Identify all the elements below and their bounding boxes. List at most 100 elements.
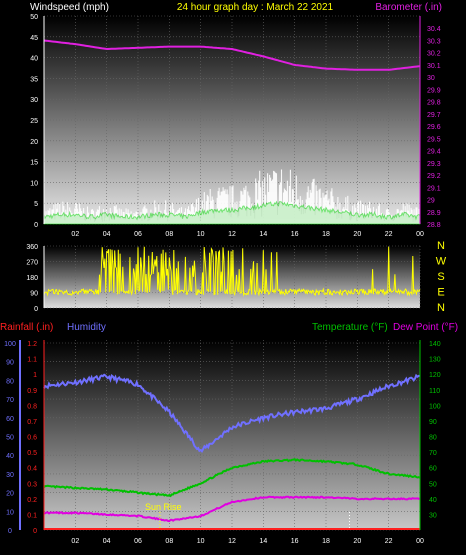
compass-letter: N	[437, 240, 445, 252]
temperature-tick-label: 90	[429, 419, 437, 426]
barometer-tick-label: 29.9	[427, 87, 441, 94]
panel1-x-tick-label: 14	[259, 231, 267, 238]
panel3-x-tick-label: 04	[103, 538, 111, 545]
panel3-x-tick-label: 10	[197, 538, 205, 545]
windspeed-average-area	[43, 200, 421, 225]
panel1-x-tick-label: 04	[103, 231, 111, 238]
rainfall-tick-label: 0.7	[27, 419, 37, 426]
barometer-tick-label: 30.4	[427, 26, 441, 33]
humidity-tick-label: 20	[6, 491, 14, 498]
panel3-x-tick-label: 08	[165, 538, 173, 545]
barometer-tick-label: 29.6	[427, 124, 441, 131]
windspeed-tick-label: 35	[30, 76, 38, 83]
temperature-tick-label: 130	[429, 357, 441, 364]
compass-letter: S	[437, 271, 444, 283]
barometer-label: Barometer (.in)	[375, 2, 442, 13]
humidity-tick-label: 10	[6, 509, 14, 516]
temperature-tick-label: 110	[429, 388, 440, 395]
barometer-tick-label: 28.8	[427, 222, 441, 229]
rainfall-tick-label: 0.6	[27, 435, 37, 442]
direction-tick-label: 270	[26, 260, 38, 267]
panel1-x-tick-label: 20	[353, 231, 361, 238]
compass-letter: W	[436, 256, 447, 268]
panel1-x-tick-label: 22	[385, 231, 393, 238]
temperature-tick-label: 80	[429, 435, 437, 442]
windspeed-tick-label: 45	[30, 35, 38, 42]
humidity-tick-label: 40	[6, 453, 14, 460]
barometer-tick-label: 30	[427, 75, 435, 82]
windspeed-tick-label: 20	[30, 139, 38, 146]
rainfall-tick-label: 0.4	[27, 466, 37, 473]
panel1-x-tick-label: 08	[165, 231, 173, 238]
humidity-tick-label: 90	[6, 360, 14, 367]
humidity-tick-label: 100	[4, 341, 16, 348]
humidity-series	[43, 373, 420, 454]
rainfall-tick-label: 0.5	[27, 450, 37, 457]
humidity-tick-label: 0	[8, 528, 12, 535]
panel1-x-tick-label: 12	[228, 231, 236, 238]
compass-letter: E	[437, 287, 444, 299]
temperature-tick-label: 50	[429, 481, 437, 488]
windspeed-label: Windspeed (mph)	[30, 2, 109, 13]
rainfall-tick-label: 0.3	[27, 481, 37, 488]
humidity-label: Humidity	[67, 322, 106, 333]
compass-letter: N	[437, 302, 445, 314]
wind-direction-series	[43, 246, 421, 297]
barometer-tick-label: 28.9	[427, 210, 441, 217]
dewpoint-series	[43, 495, 421, 523]
barometer-tick-label: 30.1	[427, 63, 441, 70]
windspeed-tick-label: 10	[30, 180, 38, 187]
direction-tick-label: 0	[34, 306, 38, 313]
humidity-tick-label: 60	[6, 416, 14, 423]
panel3-x-tick-label: 22	[385, 538, 393, 545]
barometer-tick-label: 30.3	[427, 38, 441, 45]
rainfall-tick-label: 0	[33, 528, 37, 535]
windspeed-tick-label: 0	[34, 222, 38, 229]
panel3-x-tick-label: 00	[416, 538, 424, 545]
barometer-tick-label: 30.2	[427, 51, 441, 58]
humidity-tick-label: 70	[6, 397, 14, 404]
rainfall-tick-label: 0.1	[27, 512, 37, 519]
panel3-x-tick-label: 20	[353, 538, 361, 545]
temperature-tick-label: 120	[429, 372, 441, 379]
barometer-series	[43, 39, 421, 71]
panel1-x-tick-label: 06	[134, 231, 142, 238]
rainfall-tick-label: 1	[33, 372, 37, 379]
temperature-tick-label: 140	[429, 341, 441, 348]
barometer-tick-label: 29.7	[427, 112, 441, 119]
panel3-x-tick-label: 06	[134, 538, 142, 545]
chart-title: 24 hour graph day : March 22 2021	[177, 2, 334, 13]
rainfall-tick-label: 1.2	[27, 341, 37, 348]
windspeed-tick-label: 50	[30, 14, 38, 21]
sunrise-label: Sun Rise	[145, 502, 182, 512]
panel1-x-tick-label: 18	[322, 231, 330, 238]
dewpoint-label: Dew Point (°F)	[393, 322, 458, 333]
barometer-tick-label: 29.2	[427, 173, 441, 180]
rainfall-tick-label: 1.1	[27, 357, 37, 364]
panel1-x-tick-label: 16	[291, 231, 299, 238]
panel1-x-tick-label: 02	[71, 231, 79, 238]
temperature-tick-label: 70	[429, 450, 437, 457]
temperature-tick-label: 100	[429, 403, 441, 410]
windspeed-tick-label: 25	[30, 118, 38, 125]
rainfall-tick-label: 0.9	[27, 388, 37, 395]
temperature-tick-label: 60	[429, 466, 437, 473]
barometer-tick-label: 29.1	[427, 185, 441, 192]
humidity-tick-label: 50	[6, 435, 14, 442]
panel3-x-tick-label: 18	[322, 538, 330, 545]
humidity-tick-label: 30	[6, 472, 14, 479]
barometer-tick-label: 29.3	[427, 161, 441, 168]
temperature-series	[43, 458, 421, 498]
panel3-x-tick-label: 16	[291, 538, 299, 545]
barometer-tick-label: 29.5	[427, 136, 441, 143]
barometer-tick-label: 29	[427, 198, 435, 205]
panel3-x-tick-label: 12	[228, 538, 236, 545]
rainfall-label: Rainfall (.in)	[0, 322, 53, 333]
panel3-x-tick-label: 14	[259, 538, 267, 545]
barometer-tick-label: 29.8	[427, 100, 441, 107]
temperature-tick-label: 40	[429, 497, 437, 504]
direction-tick-label: 180	[26, 275, 38, 282]
temperature-label: Temperature (°F)	[312, 322, 388, 333]
